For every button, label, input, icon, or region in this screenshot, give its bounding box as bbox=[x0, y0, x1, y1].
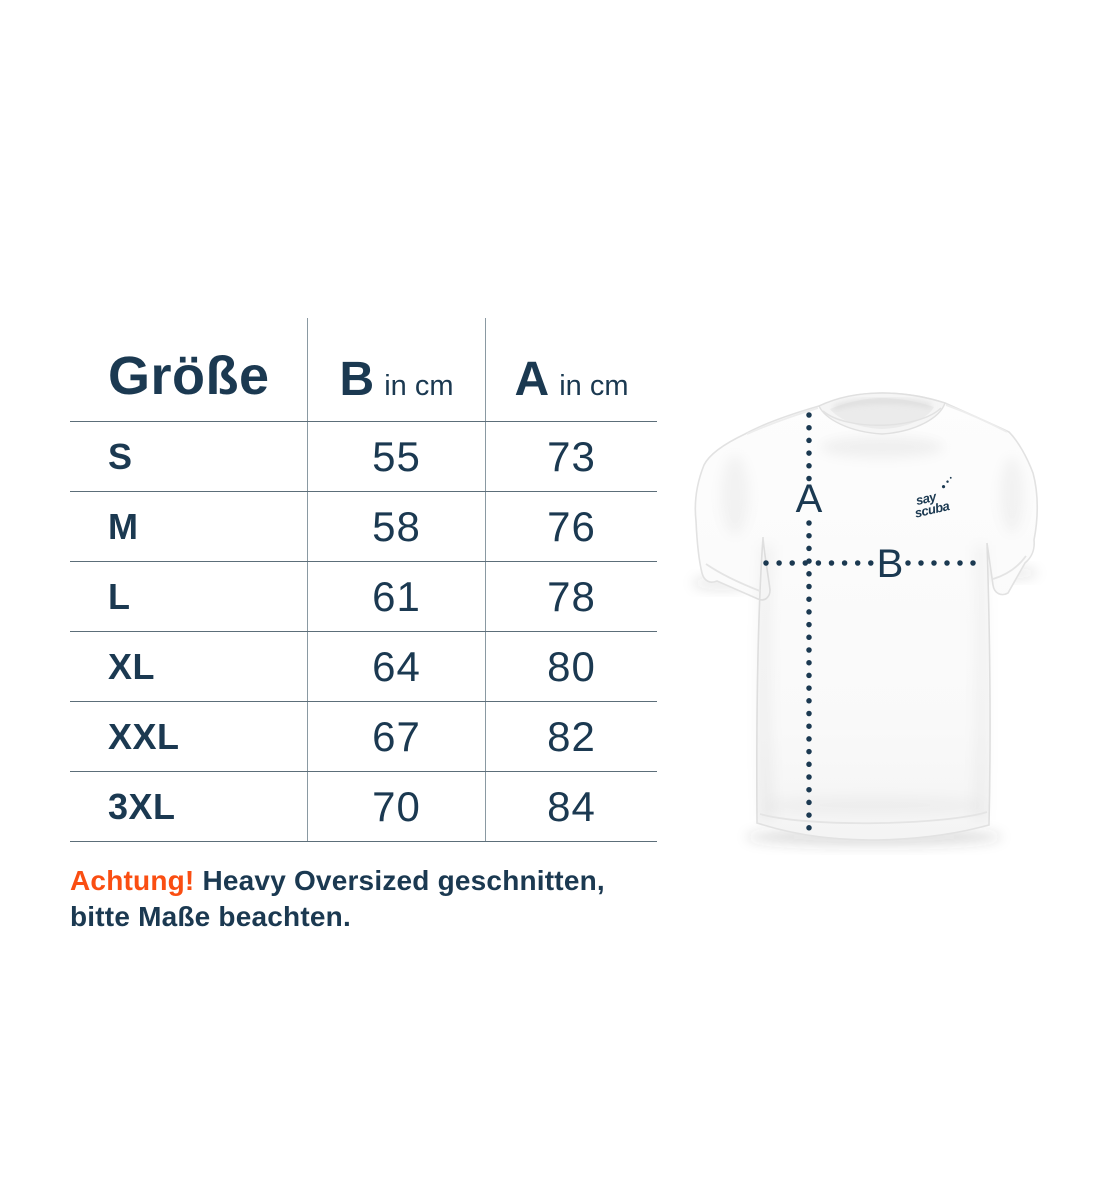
header-b-letter: B bbox=[339, 353, 375, 406]
logo-bubble bbox=[946, 480, 949, 483]
tshirt-diagram: say scuba A B bbox=[660, 385, 1100, 865]
size-table-body: S 55 73 M 58 76 L 61 78 XL 64 80 XXL 67 … bbox=[70, 421, 657, 842]
size-table-header: Größe B in cm A in cm bbox=[70, 318, 657, 421]
header-size-label: Größe bbox=[108, 346, 270, 406]
label-a: A bbox=[796, 477, 823, 521]
b-value: 64 bbox=[307, 632, 485, 701]
a-value: 80 bbox=[485, 632, 657, 701]
table-row: XXL 67 82 bbox=[70, 701, 657, 771]
header-a-letter: A bbox=[514, 353, 550, 406]
collar bbox=[818, 392, 946, 435]
b-value: 55 bbox=[307, 422, 485, 491]
logo-bubble bbox=[941, 485, 946, 489]
header-column-a: A in cm bbox=[485, 318, 657, 421]
warning-line1-rest: Heavy Oversized geschnitten, bbox=[202, 865, 605, 896]
size-label: S bbox=[108, 435, 133, 477]
warning-note-line2: bitte Maße beachten. bbox=[70, 901, 351, 932]
table-row: M 58 76 bbox=[70, 491, 657, 561]
logo-bubble bbox=[949, 476, 952, 479]
tshirt-svg: say scuba A B bbox=[692, 392, 1039, 846]
a-value: 73 bbox=[485, 422, 657, 491]
header-b-unit: in cm bbox=[384, 370, 454, 402]
warning-note: Achtung! Heavy Oversized geschnitten, bi… bbox=[70, 863, 605, 935]
table-row: L 61 78 bbox=[70, 561, 657, 631]
b-value: 58 bbox=[307, 492, 485, 561]
b-value: 70 bbox=[307, 772, 485, 841]
seam-lines bbox=[705, 404, 1027, 825]
header-column-b: B in cm bbox=[307, 318, 485, 421]
a-value: 82 bbox=[485, 702, 657, 771]
b-value: 61 bbox=[307, 562, 485, 631]
warning-word: Achtung! bbox=[70, 865, 195, 896]
a-value: 76 bbox=[485, 492, 657, 561]
size-label: XL bbox=[108, 645, 156, 687]
header-a-unit: in cm bbox=[559, 370, 629, 402]
tshirt-body: say scuba bbox=[694, 392, 1039, 841]
table-row: 3XL 70 84 bbox=[70, 771, 657, 841]
size-label: XXL bbox=[108, 715, 180, 757]
size-label: M bbox=[108, 505, 139, 547]
fabric-shading bbox=[721, 436, 1024, 535]
logo-line1: say bbox=[914, 489, 938, 508]
b-value: 67 bbox=[307, 702, 485, 771]
size-label: 3XL bbox=[108, 785, 176, 827]
a-value: 78 bbox=[485, 562, 657, 631]
measurement-lines bbox=[763, 412, 989, 836]
size-table: Größe B in cm A in cm S 55 73 M 58 76 L … bbox=[70, 318, 657, 842]
size-label: L bbox=[108, 575, 131, 617]
warning-note-line1: Achtung! Heavy Oversized geschnitten, bbox=[70, 863, 605, 899]
label-b: B bbox=[877, 542, 904, 586]
table-row: XL 64 80 bbox=[70, 631, 657, 701]
a-value: 84 bbox=[485, 772, 657, 841]
table-row: S 55 73 bbox=[70, 421, 657, 491]
